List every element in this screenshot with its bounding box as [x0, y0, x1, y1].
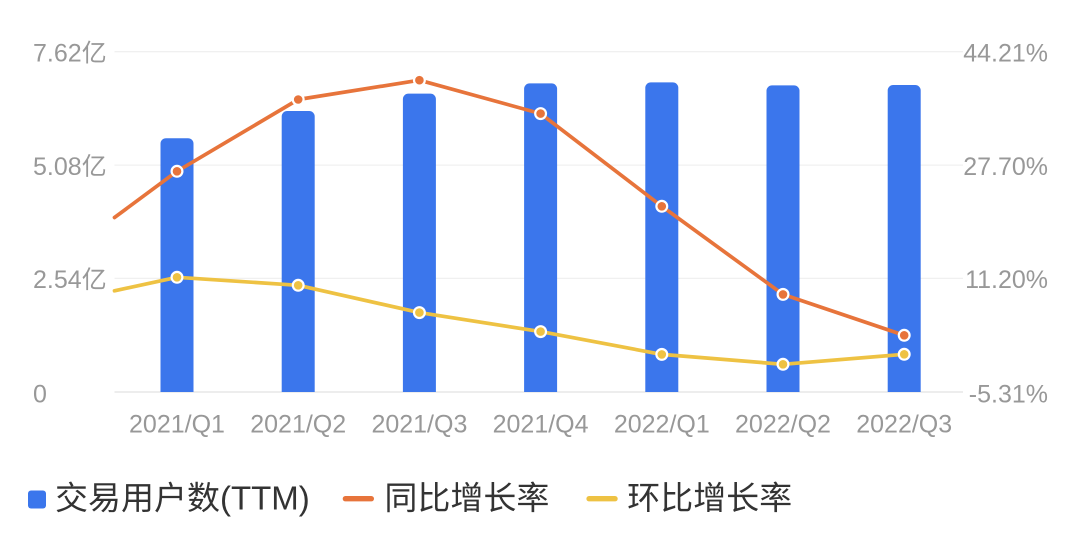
svg-text:2021/Q2: 2021/Q2	[250, 410, 346, 438]
svg-text:5.08: 5.08	[33, 153, 82, 181]
svg-text:44.21%: 44.21%	[963, 40, 1048, 68]
svg-text:-5.31%: -5.31%	[969, 380, 1048, 408]
svg-text:2021/Q3: 2021/Q3	[371, 410, 467, 438]
svg-text:2022/Q3: 2022/Q3	[856, 410, 952, 438]
svg-text:0: 0	[33, 380, 47, 408]
svg-text:2022/Q1: 2022/Q1	[614, 410, 710, 438]
svg-text:7.62: 7.62	[33, 40, 82, 68]
svg-text:(TTM): (TTM)	[220, 480, 310, 517]
svg-text:27.70%: 27.70%	[963, 153, 1048, 181]
svg-text:2021/Q4: 2021/Q4	[493, 410, 589, 438]
svg-text:2.54: 2.54	[33, 266, 82, 294]
svg-text:2022/Q2: 2022/Q2	[735, 410, 831, 438]
svg-text:2021/Q1: 2021/Q1	[129, 410, 225, 438]
svg-text:11.20%: 11.20%	[965, 266, 1048, 294]
